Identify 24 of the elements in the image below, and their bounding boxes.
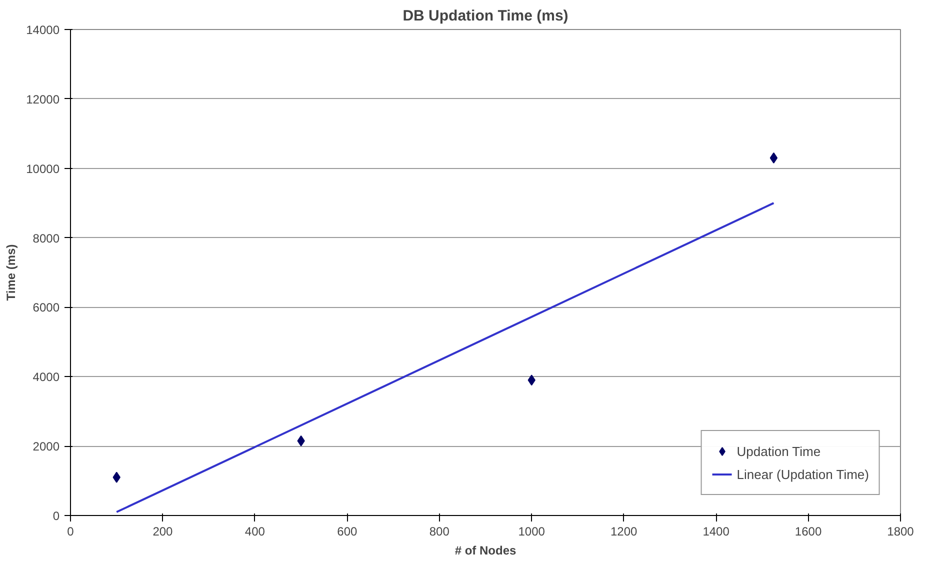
- y-tick-label: 12000: [26, 92, 60, 106]
- x-axis-title: # of Nodes: [454, 544, 516, 558]
- y-tick-label: 6000: [32, 300, 60, 315]
- x-tick-label: 1200: [610, 524, 638, 538]
- y-axis-title: Time (ms): [4, 244, 18, 301]
- chart-title: DB Updation Time (ms): [402, 8, 568, 24]
- point: [770, 152, 778, 164]
- y-tick-label: 8000: [32, 231, 60, 246]
- x-tick-label: 0: [67, 524, 74, 538]
- legend-label: Updation Time: [736, 444, 821, 458]
- x-tick-label: 1600: [794, 524, 822, 538]
- x-tick-label: 800: [429, 524, 450, 538]
- legend-label: Linear (Updation Time): [736, 466, 869, 482]
- x-tick-label: 400: [244, 524, 266, 538]
- x-tick-label: 200: [152, 524, 174, 538]
- y-tick-label: 0: [52, 509, 60, 523]
- y-tick-label: 2000: [32, 440, 60, 454]
- x-tick-label: 1000: [518, 524, 546, 538]
- y-tick-label: 14000: [26, 23, 60, 37]
- x-tick-label: 1800: [887, 524, 914, 538]
- x-tick-label: 1400: [702, 524, 730, 538]
- y-tick-label: 10000: [26, 162, 60, 176]
- y-tick-label: 4000: [32, 370, 60, 384]
- x-tick-label: 600: [337, 524, 358, 538]
